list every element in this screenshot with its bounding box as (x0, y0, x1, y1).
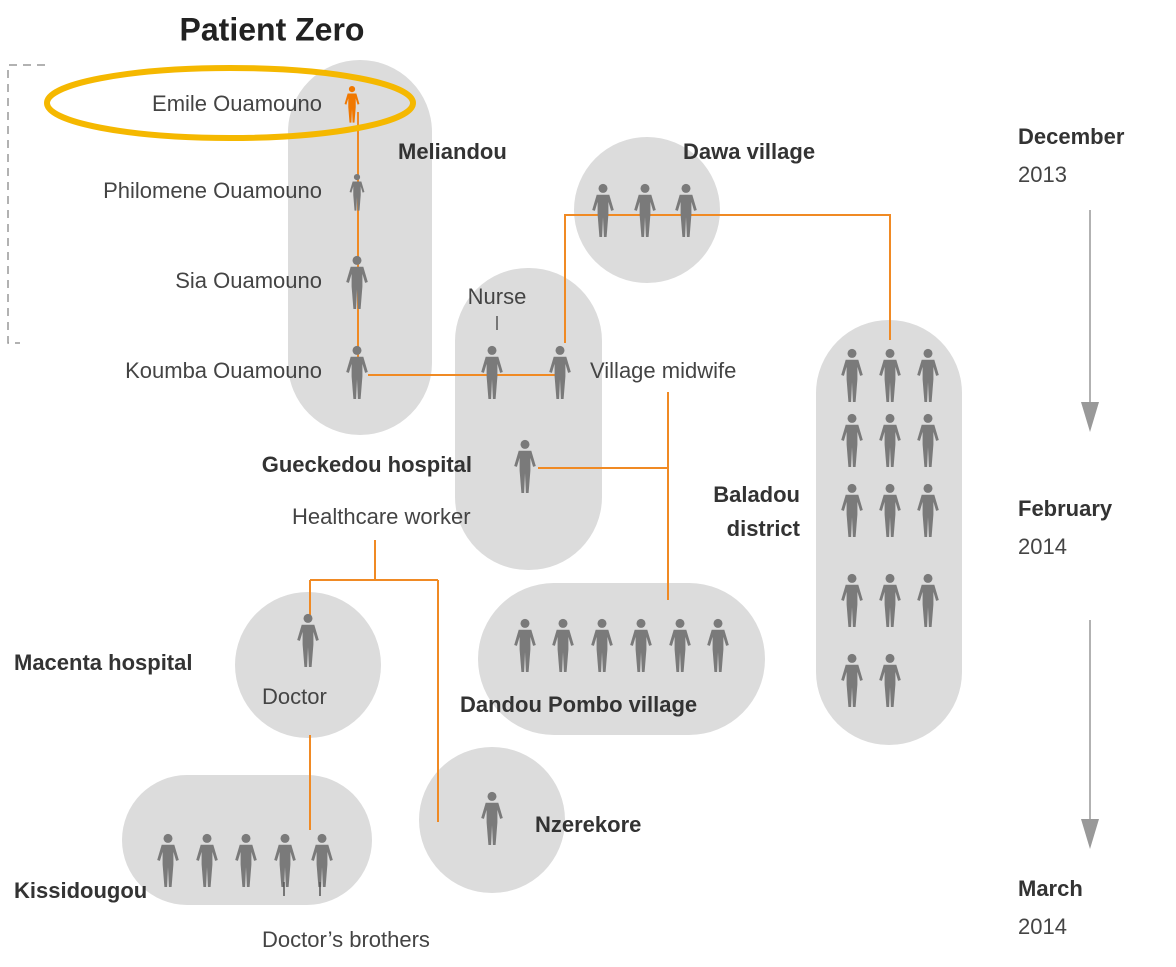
timeline-month: March (1018, 876, 1083, 901)
gueckedou-area (455, 268, 602, 570)
highlight-ellipse (44, 65, 416, 141)
place-name: district (727, 516, 801, 541)
role-label: Healthcare worker (292, 504, 471, 529)
timeline-arrowhead (1081, 402, 1099, 432)
timeline-arrowhead (1081, 819, 1099, 849)
person-name: Emile Ouamouno (152, 91, 322, 116)
role-label: Doctor’s brothers (262, 927, 430, 952)
role-label: Village midwife (590, 358, 736, 383)
place-name: Nzerekore (535, 812, 641, 837)
timeline-month: February (1018, 496, 1113, 521)
place-name: Dandou Pombo village (460, 692, 697, 717)
meliandou-area (288, 60, 432, 435)
macenta-area (235, 592, 381, 738)
person-name: Sia Ouamouno (175, 268, 322, 293)
place-name: Meliandou (398, 139, 507, 164)
place-name: Kissidougou (14, 878, 147, 903)
dandou-area (478, 583, 765, 735)
place-name: Baladou (713, 482, 800, 507)
role-label: Doctor (262, 684, 327, 709)
timeline-year: 2014 (1018, 534, 1067, 559)
place-name: Dawa village (683, 139, 815, 164)
dashed-frame (7, 64, 45, 344)
place-name: Macenta hospital (14, 650, 192, 675)
worker-link (309, 540, 439, 822)
role-label: Nurse (468, 284, 527, 309)
person-name: Koumba Ouamouno (125, 358, 322, 383)
place-name: Gueckedou hospital (262, 452, 472, 477)
dawa-link (564, 214, 891, 343)
timeline-year: 2014 (1018, 914, 1067, 939)
timeline-month: December (1018, 124, 1125, 149)
timeline-year: 2013 (1018, 162, 1067, 187)
midwife-link (538, 392, 669, 600)
person-name: Philomene Ouamouno (103, 178, 322, 203)
title: Patient Zero (180, 11, 365, 47)
